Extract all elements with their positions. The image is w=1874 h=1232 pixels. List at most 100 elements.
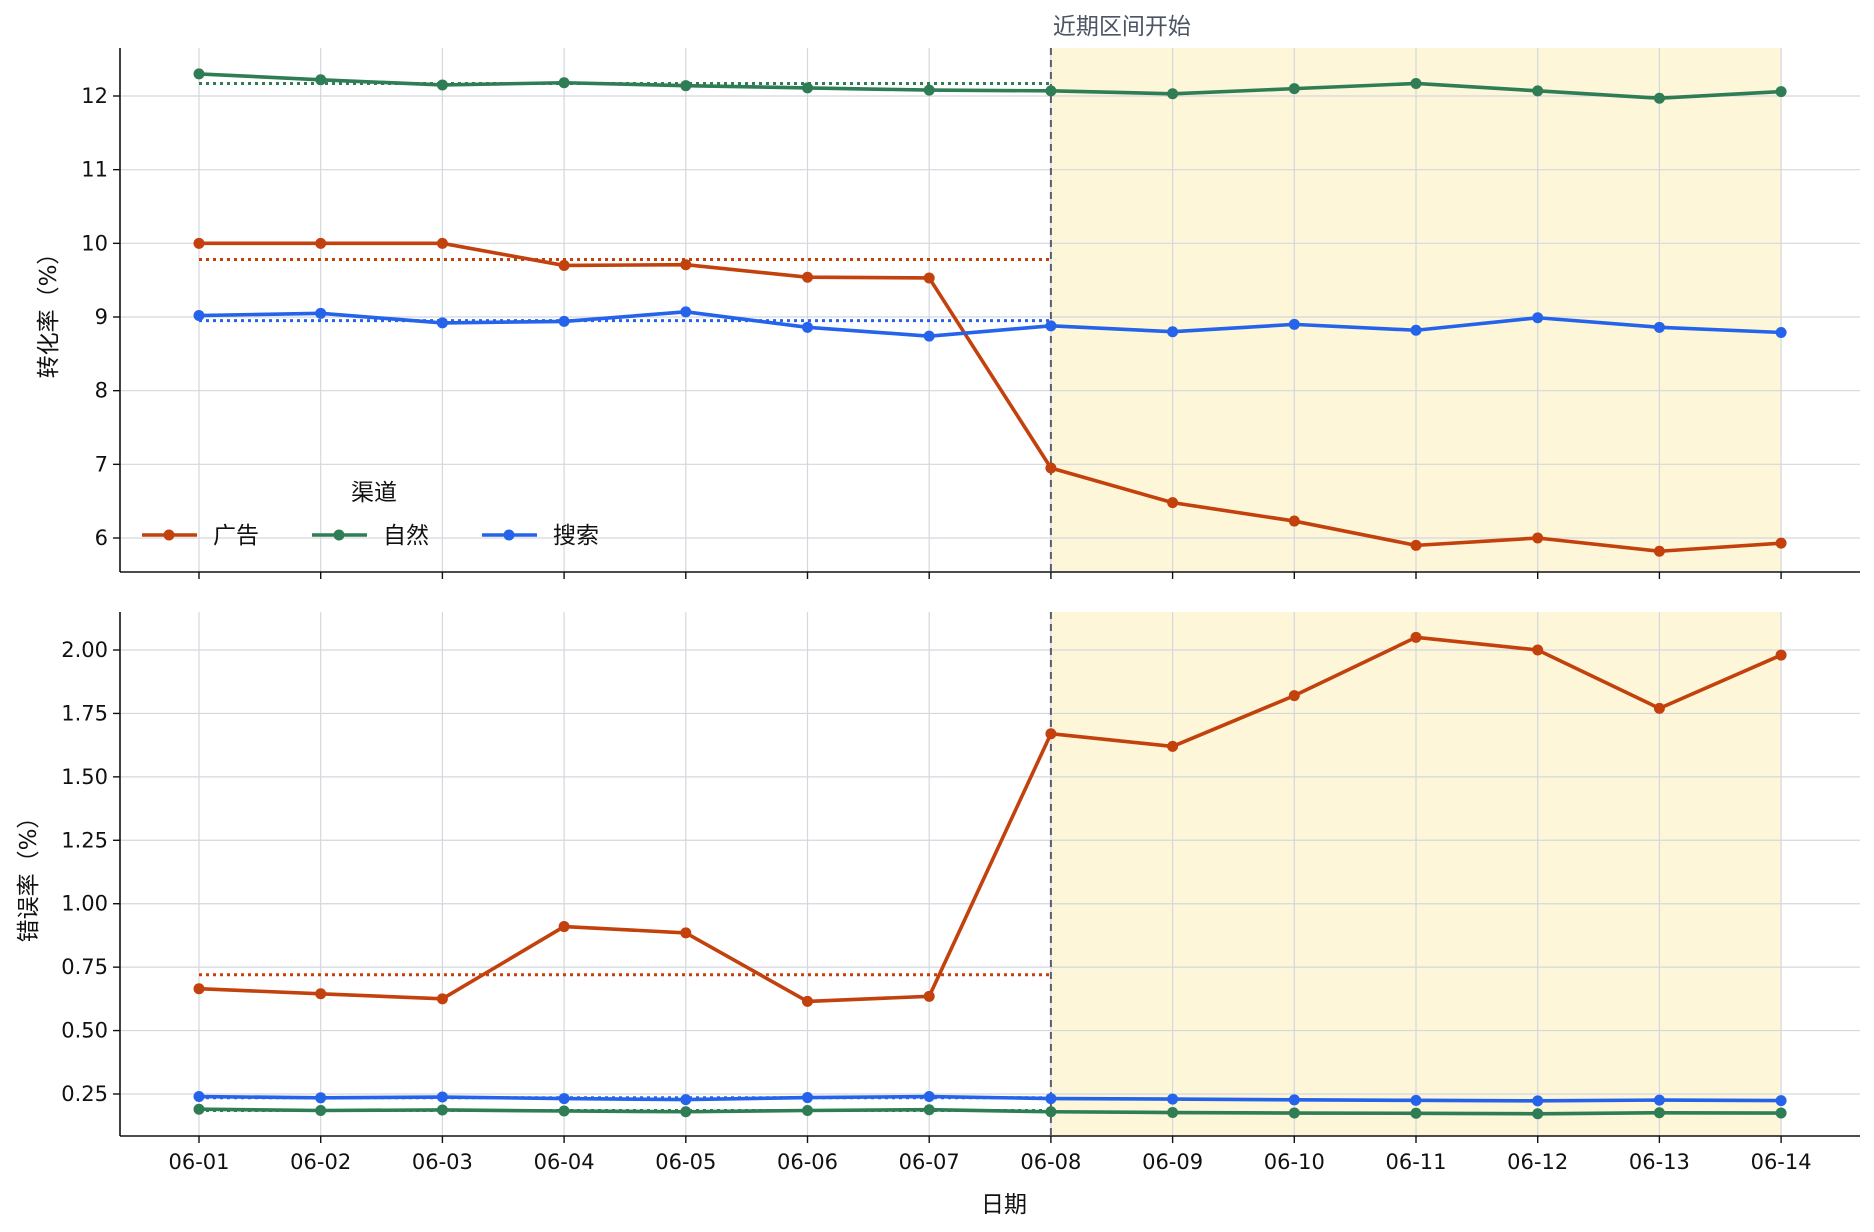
data-point bbox=[1653, 1107, 1665, 1119]
x-tick-label: 06-02 bbox=[290, 1150, 351, 1174]
data-point bbox=[1288, 318, 1300, 330]
data-point bbox=[1045, 85, 1057, 97]
data-point bbox=[1045, 1106, 1057, 1118]
data-point bbox=[1653, 545, 1665, 557]
y-axis-title: 错误率（%） bbox=[16, 806, 42, 943]
legend-label-e5b9bfe5918a: 广告 bbox=[213, 523, 259, 549]
data-point bbox=[193, 68, 205, 80]
data-point bbox=[1775, 86, 1787, 98]
data-point bbox=[436, 993, 448, 1005]
data-point bbox=[558, 259, 570, 271]
data-point bbox=[315, 1104, 327, 1116]
data-point bbox=[1410, 1094, 1422, 1106]
data-point bbox=[1167, 740, 1179, 752]
data-point bbox=[1775, 326, 1787, 338]
series-line-e6909ce7b4a2 bbox=[198, 310, 1782, 338]
data-point bbox=[1167, 1093, 1179, 1105]
data-point bbox=[193, 1103, 205, 1115]
data-point bbox=[680, 259, 692, 271]
x-tick-label: 06-01 bbox=[168, 1150, 229, 1174]
y-tick-label: 8 bbox=[95, 379, 108, 403]
y-tick-label: 6 bbox=[95, 526, 108, 550]
data-point bbox=[1045, 320, 1057, 332]
data-point bbox=[1288, 1094, 1300, 1106]
x-tick-label: 06-12 bbox=[1507, 1150, 1568, 1174]
data-point bbox=[1410, 539, 1422, 551]
data-point bbox=[1775, 1107, 1787, 1119]
data-point bbox=[802, 271, 813, 283]
x-tick-label: 06-03 bbox=[412, 1150, 473, 1174]
data-point bbox=[315, 307, 327, 319]
data-point bbox=[1775, 649, 1787, 661]
data-point bbox=[1410, 77, 1422, 89]
series-line-e887aae784b6 bbox=[198, 1107, 1782, 1116]
data-point bbox=[680, 1094, 692, 1106]
y-tick-label: 2.00 bbox=[61, 638, 108, 662]
data-point bbox=[558, 1105, 570, 1117]
annotation-label: 近期区间开始 bbox=[1053, 14, 1191, 40]
data-point bbox=[680, 1106, 692, 1118]
data-point bbox=[193, 310, 205, 322]
data-point bbox=[558, 77, 570, 89]
data-point bbox=[802, 995, 813, 1007]
data-point bbox=[558, 921, 570, 933]
panel-2: 0.25 0.50 0.75 1.00 1.25 1.50 1.75 2.00 06-01 06-… bbox=[16, 612, 1860, 1218]
data-point bbox=[923, 990, 935, 1002]
data-point bbox=[558, 1093, 570, 1105]
data-point bbox=[193, 237, 205, 249]
x-tick-label: 06-10 bbox=[1264, 1150, 1325, 1174]
x-tick-label: 06-04 bbox=[534, 1150, 595, 1174]
data-point bbox=[1653, 702, 1665, 714]
data-point bbox=[1410, 631, 1422, 643]
data-point bbox=[1288, 690, 1300, 702]
y-tick-label: 1.25 bbox=[61, 828, 108, 852]
legend-title: 渠道 bbox=[351, 480, 397, 506]
data-point bbox=[1532, 85, 1544, 97]
data-point bbox=[1045, 1093, 1057, 1105]
data-point bbox=[436, 1104, 448, 1116]
y-tick-label: 1.75 bbox=[61, 701, 108, 725]
data-point bbox=[1288, 1107, 1300, 1119]
data-point bbox=[1775, 1095, 1787, 1107]
y-tick-label: 12 bbox=[81, 84, 108, 108]
data-point bbox=[1532, 532, 1544, 544]
data-point bbox=[802, 1104, 813, 1116]
data-point bbox=[1653, 1094, 1665, 1106]
legend-swatch-marker bbox=[163, 529, 175, 541]
y-axis-title: 转化率（%） bbox=[36, 242, 62, 379]
data-point bbox=[436, 79, 448, 91]
data-point bbox=[315, 74, 327, 86]
data-point bbox=[1410, 324, 1422, 336]
data-point bbox=[436, 317, 448, 329]
data-point bbox=[923, 84, 935, 96]
data-point bbox=[193, 983, 205, 995]
x-tick-label: 06-13 bbox=[1629, 1150, 1690, 1174]
data-point bbox=[1045, 728, 1057, 740]
legend-label-e887aae784b6: 自然 bbox=[383, 523, 429, 549]
series-line-e5b9bfe5918a bbox=[198, 635, 1782, 1004]
x-tick-label: 06-08 bbox=[1020, 1150, 1081, 1174]
data-point bbox=[1167, 1107, 1179, 1119]
y-tick-label: 0.50 bbox=[61, 1019, 108, 1043]
data-point bbox=[680, 80, 692, 92]
y-tick-label: 11 bbox=[81, 158, 108, 182]
data-point bbox=[1288, 515, 1300, 527]
data-point bbox=[923, 1091, 935, 1103]
data-point bbox=[1045, 462, 1057, 474]
data-point bbox=[923, 330, 935, 342]
data-point bbox=[1167, 497, 1179, 509]
data-point bbox=[680, 306, 692, 318]
data-point bbox=[802, 82, 813, 94]
x-tick-label: 06-09 bbox=[1142, 1150, 1203, 1174]
data-point bbox=[1410, 1107, 1422, 1119]
data-point bbox=[1167, 88, 1179, 100]
x-tick-label: 06-14 bbox=[1751, 1150, 1812, 1174]
data-point bbox=[315, 1092, 327, 1104]
series-line-e5b9bfe5918a bbox=[199, 241, 1782, 554]
series-line-e887aae784b6 bbox=[198, 72, 1782, 101]
data-point bbox=[1532, 312, 1544, 324]
data-point bbox=[1532, 1095, 1544, 1107]
